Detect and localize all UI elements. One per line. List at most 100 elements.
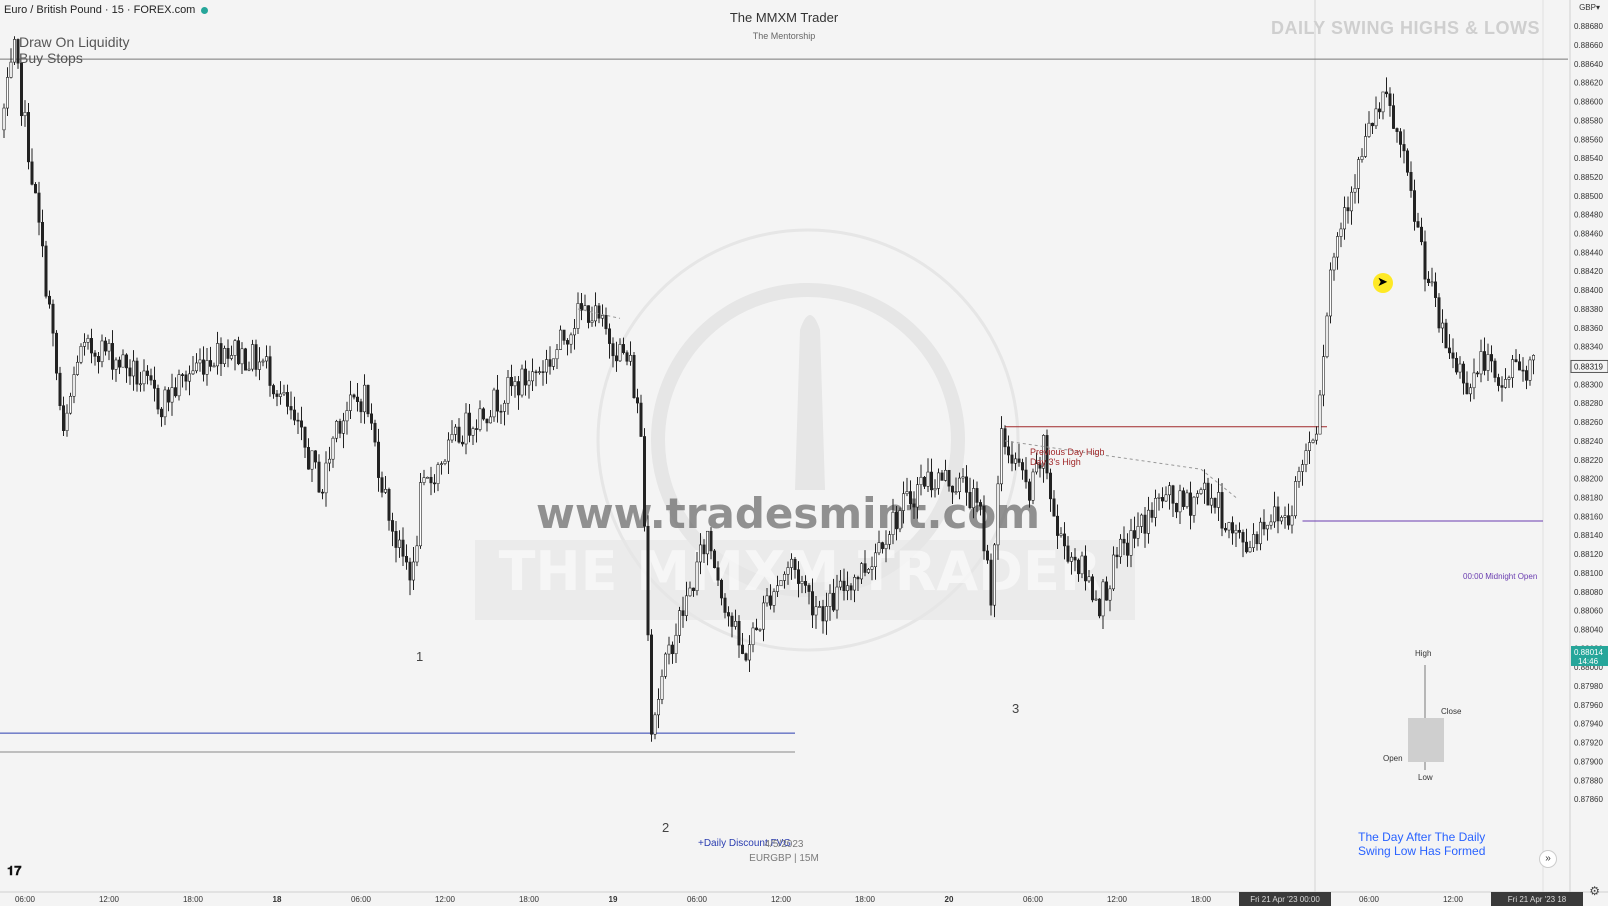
cursor-arrow-icon: ➤ — [1377, 274, 1388, 289]
x-tick-label: Fri 21 Apr '23 18 — [1508, 895, 1567, 904]
candle-body — [583, 305, 587, 311]
candle-body — [174, 387, 178, 397]
candle-body — [632, 355, 636, 398]
x-tick-label: 12:00 — [1107, 895, 1128, 904]
candle-body — [863, 563, 867, 573]
candle-body — [1143, 514, 1147, 534]
x-tick-badge — [1239, 892, 1331, 906]
y-tick-label: 0.87900 — [1574, 757, 1603, 766]
candle-body — [278, 393, 282, 397]
candle-body — [814, 606, 818, 616]
candle-body — [523, 368, 527, 386]
symbol-text: Euro / British Pound · 15 · FOREX.com — [4, 4, 196, 16]
candle-body — [1056, 515, 1060, 536]
y-tick-label: 0.88440 — [1574, 248, 1603, 257]
scroll-to-realtime-icon[interactable]: » — [1539, 850, 1557, 868]
candle-body — [40, 221, 44, 247]
candle-body — [1399, 131, 1403, 145]
y-tick-label: 0.88580 — [1574, 116, 1603, 125]
x-tick-label: 19 — [609, 895, 618, 904]
y-tick-label: 0.88080 — [1574, 588, 1603, 597]
candle-body — [216, 343, 220, 367]
candle-body — [443, 460, 447, 464]
candle-body — [1427, 278, 1431, 283]
candle-body — [373, 422, 377, 443]
currency-selector[interactable]: GBP▾ — [1577, 3, 1602, 12]
candle-body — [334, 420, 338, 439]
x-tick-label: 20 — [945, 895, 954, 904]
candle-body — [1224, 527, 1228, 531]
liquidity-line1: Draw On Liquidity — [19, 34, 130, 50]
candle-body — [181, 374, 185, 376]
candle-body — [485, 418, 489, 424]
candle-body — [772, 591, 776, 606]
candle-body — [747, 644, 751, 661]
legend-low: Low — [1418, 773, 1433, 782]
candle-body — [1507, 377, 1511, 380]
y-tick-label: 0.88100 — [1574, 569, 1603, 578]
candle-body — [1364, 136, 1368, 157]
time-scale[interactable] — [0, 892, 1608, 906]
y-tick-label: 0.87880 — [1574, 776, 1603, 785]
candle-body — [712, 550, 716, 569]
x-tick-label: 18:00 — [519, 895, 540, 904]
candle-body — [167, 389, 171, 403]
candle-body — [1490, 354, 1494, 362]
candle-body — [289, 406, 293, 411]
candle-body — [247, 368, 251, 371]
section-title: DAILY SWING HIGHS & LOWS — [1270, 18, 1540, 38]
candle-body — [709, 530, 713, 552]
swing-mark-3: 3 — [1012, 701, 1020, 716]
candle-body — [212, 365, 216, 368]
candle-body — [1112, 554, 1116, 590]
candle-body — [611, 343, 615, 357]
candle-body — [303, 426, 307, 448]
y-tick-label: 0.88500 — [1574, 192, 1603, 201]
candle-body — [947, 469, 951, 487]
candle-body — [1203, 482, 1207, 490]
candle-body — [142, 370, 146, 385]
candle-body — [1182, 490, 1186, 507]
candle-body — [1185, 492, 1189, 507]
y-tick-label: 0.87960 — [1574, 701, 1603, 710]
x-tick-label: 06:00 — [1023, 895, 1044, 904]
candle-body — [1199, 489, 1203, 494]
candle-body — [1108, 588, 1112, 601]
candle-body — [768, 595, 772, 606]
candle-body — [100, 340, 104, 363]
x-tick-label: 12:00 — [1443, 895, 1464, 904]
candle-body — [341, 420, 345, 434]
candle-body — [950, 485, 954, 493]
candle-body — [936, 472, 940, 489]
candle-body — [1357, 159, 1361, 189]
candle-body — [572, 328, 576, 336]
candle-body — [856, 577, 860, 580]
candle-body — [139, 383, 143, 386]
candle-series — [2, 36, 1536, 742]
candle-body — [1164, 494, 1168, 502]
price-scale[interactable] — [1570, 0, 1608, 892]
symbol-title[interactable]: Euro / British Pound · 15 · FOREX.com — [4, 4, 209, 16]
candle-body — [471, 428, 475, 436]
gear-icon[interactable]: ⚙ — [1589, 884, 1600, 898]
candle-body — [244, 348, 248, 371]
market-open-icon — [201, 6, 209, 14]
candle-body — [604, 315, 608, 330]
candle-body — [1483, 351, 1487, 371]
candle-body — [1094, 598, 1098, 601]
candle-body — [1175, 503, 1179, 513]
candle-body — [418, 482, 422, 547]
candle-body — [1020, 462, 1024, 471]
candle-body — [639, 402, 643, 437]
candle-body — [1252, 534, 1256, 548]
y-tick-label: 0.88220 — [1574, 456, 1603, 465]
candle-body — [880, 542, 884, 549]
y-tick-label: 0.88280 — [1574, 399, 1603, 408]
candle-body — [1336, 236, 1340, 258]
candle-body — [1409, 171, 1413, 191]
y-tick-label: 0.87860 — [1574, 795, 1603, 804]
current-price-label: 0.88319 — [1574, 362, 1603, 371]
y-tick-label: 0.87920 — [1574, 739, 1603, 748]
tradingview-logo-icon[interactable]: 𝟏𝟕 — [7, 863, 22, 878]
